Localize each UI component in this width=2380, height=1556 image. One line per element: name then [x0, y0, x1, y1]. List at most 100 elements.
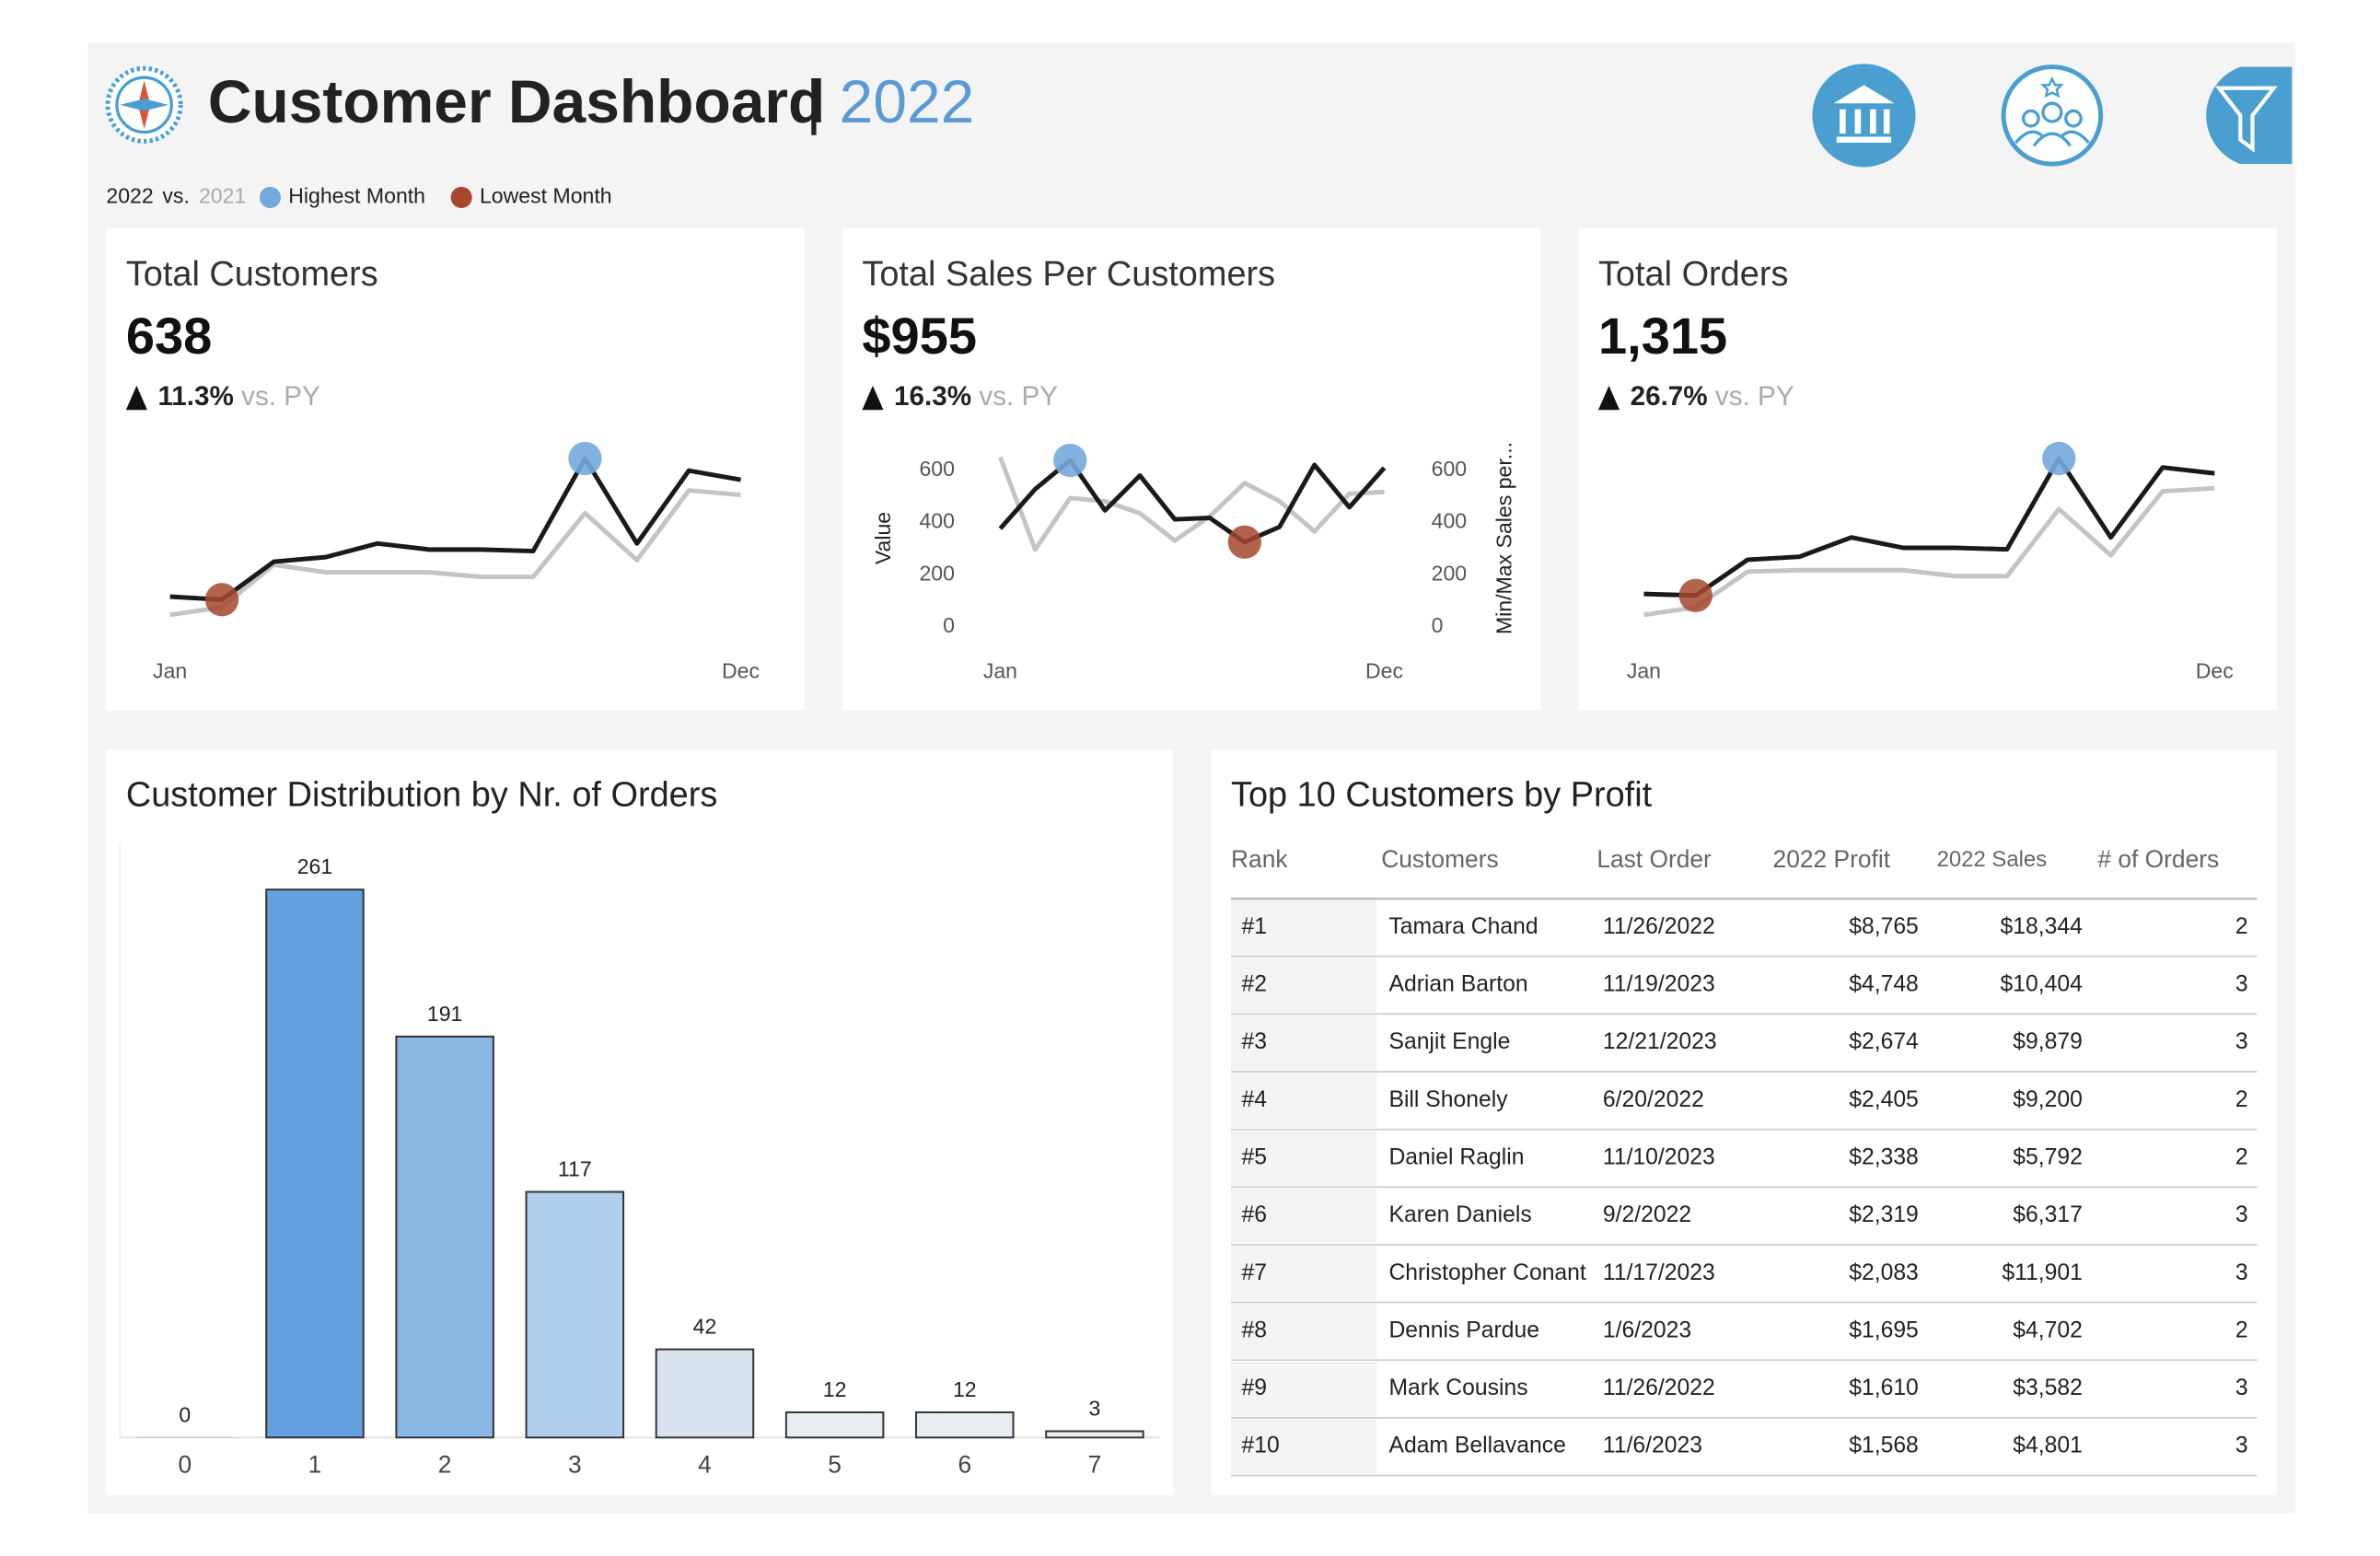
- table-cell: Dennis Pardue: [1388, 1318, 1539, 1342]
- table-cell: #7: [1242, 1260, 1268, 1285]
- column-header: Last Order: [1596, 845, 1712, 873]
- kpi-value: 638: [126, 307, 213, 365]
- value-label: 42: [693, 1315, 717, 1339]
- column-header: 2022 Profit: [1773, 845, 1891, 873]
- table-cell: $2,338: [1849, 1145, 1919, 1170]
- customers-button[interactable]: [2001, 64, 2104, 167]
- lowest-month-marker: [1227, 525, 1261, 559]
- legend-vs: vs.: [162, 184, 190, 208]
- legend-current: 2022: [106, 184, 153, 208]
- lowest-month-marker: [1678, 578, 1712, 612]
- rank-cell-bg: [1231, 1131, 1377, 1186]
- overview-button[interactable]: [1812, 64, 1916, 168]
- table-cell: 3: [2235, 972, 2248, 997]
- table-cell: Tamara Chand: [1388, 914, 1538, 939]
- table-cell: $8,765: [1849, 914, 1919, 939]
- dashboard-year: 2022: [840, 67, 975, 135]
- column-header: # of Orders: [2097, 845, 2219, 873]
- table-cell: $1,610: [1849, 1376, 1919, 1400]
- bar: [784, 1411, 885, 1439]
- table-cell: #10: [1242, 1434, 1280, 1458]
- y2-axis-label: Min/Max Sales per...: [1492, 442, 1516, 634]
- kpi-change: 26.7%: [1631, 381, 1708, 412]
- table-cell: 2: [2235, 1087, 2248, 1112]
- x-tick-label: Dec: [722, 659, 760, 683]
- table-cell: Bill Shonely: [1388, 1087, 1508, 1112]
- x-tick-label: 5: [828, 1451, 842, 1479]
- kpi-comparison: vs. PY: [1715, 381, 1794, 412]
- table-cell: Karen Daniels: [1388, 1202, 1531, 1227]
- x-tick-label: 1: [308, 1451, 322, 1479]
- table-cell: #1: [1242, 914, 1268, 939]
- title-separator: |: [806, 67, 821, 135]
- rank-cell-bg: [1231, 1419, 1377, 1474]
- series-line: [169, 488, 741, 618]
- kpi-value: 1,315: [1598, 307, 1727, 365]
- table-cell: Mark Cousins: [1388, 1376, 1527, 1400]
- value-label: 12: [823, 1377, 847, 1401]
- x-tick-label: 0: [178, 1451, 192, 1479]
- y-axis-label: Value: [871, 512, 895, 564]
- bar: [655, 1348, 755, 1439]
- value-label: 0: [179, 1402, 191, 1426]
- table-cell: $9,200: [2013, 1087, 2083, 1112]
- filter-button[interactable]: [2206, 66, 2293, 165]
- table-cell: $11,901: [2002, 1260, 2083, 1285]
- table-cell: 9/2/2022: [1603, 1202, 1691, 1227]
- table-cell: $2,319: [1849, 1202, 1919, 1227]
- table-cell: $3,582: [2013, 1376, 2083, 1400]
- table-cell: 2: [2235, 914, 2248, 939]
- table-cell: Adam Bellavance: [1388, 1434, 1565, 1458]
- kpi-card: [106, 227, 805, 711]
- rank-cell-bg: [1231, 1016, 1377, 1071]
- bar: [265, 888, 365, 1439]
- rank-cell-bg: [1231, 1246, 1377, 1301]
- series-line: [1643, 485, 2215, 618]
- table-cell: 2: [2235, 1318, 2248, 1342]
- table-cell: $10,404: [2001, 972, 2084, 997]
- table-cell: #4: [1242, 1087, 1268, 1112]
- series-line: [169, 456, 741, 602]
- x-tick-label: Dec: [2196, 659, 2234, 683]
- table-cell: $9,879: [2013, 1029, 2083, 1054]
- kpi-comparison: vs. PY: [979, 381, 1058, 412]
- kpi-value: $955: [862, 307, 977, 365]
- x-tick-label: 4: [698, 1451, 712, 1479]
- table-cell: 12/21/2023: [1603, 1029, 1717, 1054]
- kpi-title: Total Orders: [1598, 255, 1788, 294]
- column-header: 2022 Sales: [1937, 847, 2048, 872]
- x-tick-label: Jan: [983, 659, 1017, 683]
- up-arrow: [125, 385, 147, 411]
- logo: [105, 65, 183, 144]
- kpi-comparison: vs. PY: [241, 381, 320, 412]
- table-cell: 3: [2235, 1202, 2248, 1227]
- table-cell: 3: [2235, 1376, 2248, 1400]
- table-cell: 11/10/2023: [1603, 1145, 1715, 1170]
- column-header: Rank: [1231, 845, 1288, 873]
- highest-month-marker: [2042, 441, 2076, 476]
- table-cell: 3: [2235, 1029, 2248, 1054]
- kpi-title: Total Sales Per Customers: [862, 255, 1275, 294]
- table-cell: Adrian Barton: [1388, 972, 1527, 997]
- series-line: [1643, 456, 2215, 598]
- table-cell: #6: [1242, 1202, 1268, 1227]
- up-arrow: [862, 385, 884, 411]
- y2-tick-label: 200: [1432, 561, 1468, 585]
- rank-cell-bg: [1231, 958, 1377, 1013]
- y-tick-label: 200: [919, 561, 955, 585]
- table-cell: $5,792: [2013, 1145, 2083, 1170]
- table-cell: $2,083: [1849, 1260, 1919, 1285]
- rank-cell-bg: [1231, 1188, 1377, 1244]
- table-cell: $2,405: [1849, 1087, 1919, 1112]
- table-cell: #5: [1242, 1145, 1268, 1170]
- rank-cell-bg: [1231, 1073, 1377, 1129]
- rank-cell-bg: [1231, 1361, 1377, 1417]
- kpi-change: 11.3%: [157, 381, 233, 412]
- rank-cell-bg: [1231, 1304, 1377, 1359]
- legend-lowest-swatch: [450, 186, 472, 208]
- lowest-month-marker: [204, 583, 239, 617]
- table-cell: #2: [1242, 972, 1268, 997]
- table-cell: $6,317: [2013, 1202, 2083, 1227]
- table-cell: $1,568: [1849, 1434, 1919, 1458]
